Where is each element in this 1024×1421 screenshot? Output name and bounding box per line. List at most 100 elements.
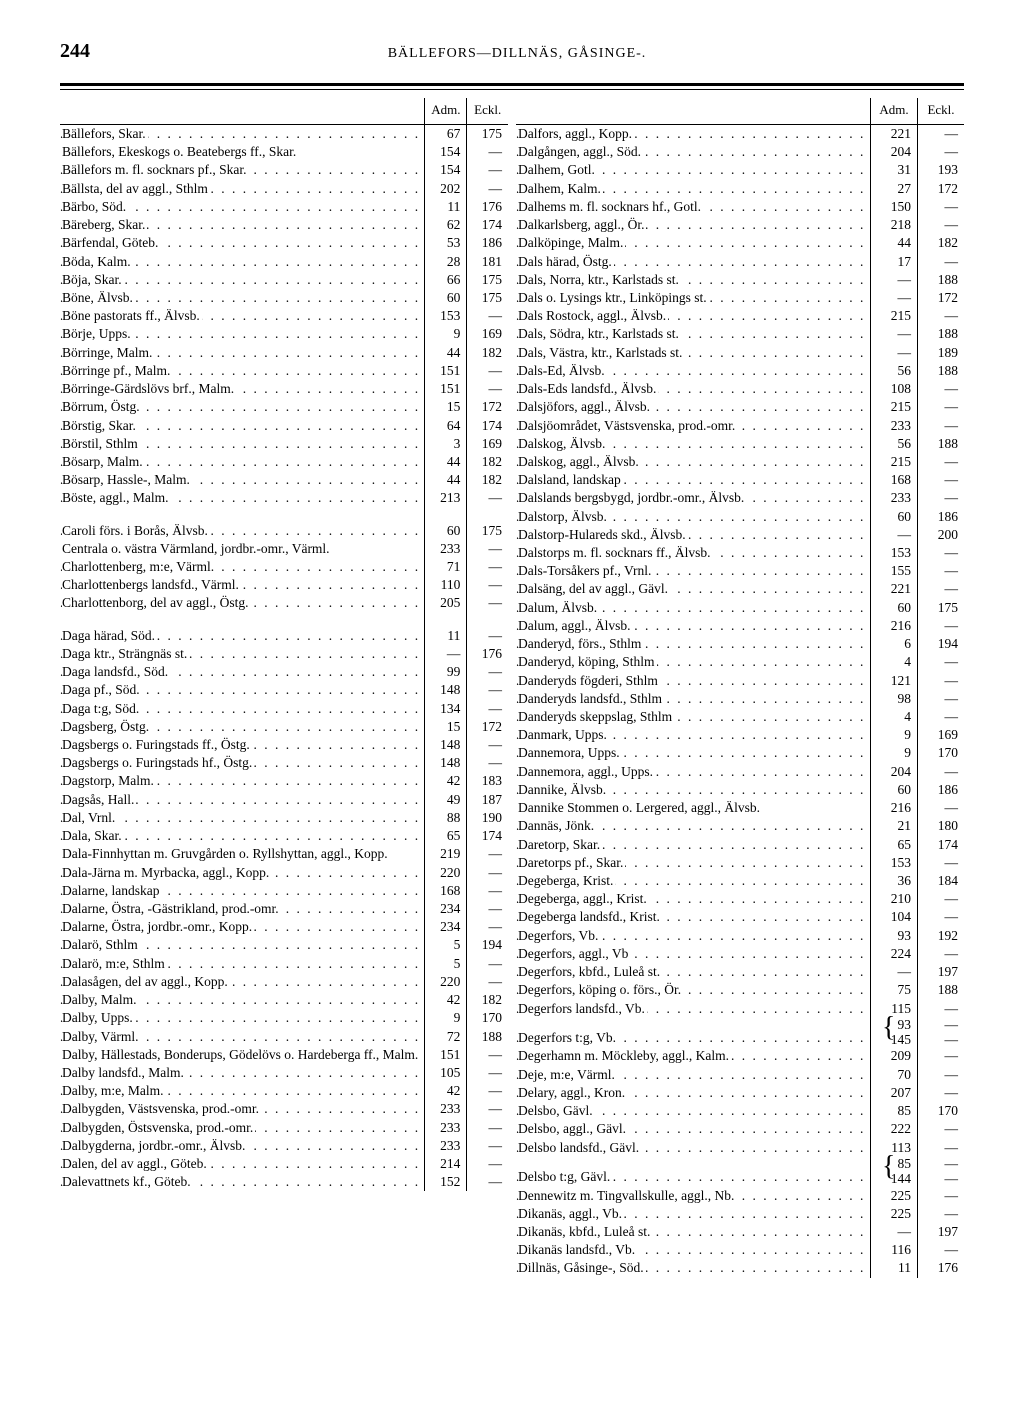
table-row: Dalstorp, Älvsb.60186: [516, 508, 964, 526]
table-row: Dalevattnets kf., Göteb.152—: [60, 1173, 508, 1191]
index-columns: Adm. Eckl. Bällefors, Skar.67175Bällefor…: [60, 98, 964, 1278]
entry-name: Dalasågen, del av aggl., Kopp.: [60, 973, 425, 991]
table-row: Delsbo, aggl., Gävl.222—: [516, 1120, 964, 1138]
entry-adm: 71: [425, 558, 467, 576]
entry-adm: 42: [425, 991, 467, 1009]
table-row: Dagsås, Hall.49187: [60, 791, 508, 809]
table-row: Böja, Skar.66175: [60, 271, 508, 289]
right-column: Adm. Eckl. Dalfors, aggl., Kopp.221—Dalg…: [516, 98, 964, 1278]
entry-eckl: —: [467, 161, 508, 179]
table-row: Dalby landsfd., Malm.105—: [60, 1064, 508, 1082]
entry-adm: 225: [871, 1205, 918, 1223]
table-row: Daga pf., Söd.148—: [60, 681, 508, 699]
table-row: Dalhem, Kalm.27172: [516, 180, 964, 198]
entry-eckl: 169: [467, 435, 508, 453]
entry-eckl: 170: [918, 744, 965, 762]
entry-eckl: —: [918, 307, 965, 325]
entry-name: Delary, aggl., Kron.: [516, 1084, 871, 1102]
entry-eckl: —: [467, 1046, 508, 1064]
entry-eckl: —: [467, 1064, 508, 1082]
entry-name: Charlottenborg, del av aggl., Östg.: [60, 594, 425, 612]
table-row: Dagsbergs o. Furingstads ff., Östg.148—: [60, 736, 508, 754]
entry-adm: 234: [425, 918, 467, 936]
entry-eckl: 175: [467, 125, 508, 144]
page-number: 244: [60, 40, 90, 63]
table-row: Dagsbergs o. Furingstads hf., Östg.148—: [60, 754, 508, 772]
entry-adm: —: [871, 271, 918, 289]
entry-eckl: 186: [918, 781, 965, 799]
entry-adm: 233: [871, 417, 918, 435]
entry-name: Dagsberg, Östg.: [60, 718, 425, 736]
entry-eckl: —: [918, 1187, 965, 1205]
entry-name: Dalby landsfd., Malm.: [60, 1064, 425, 1082]
entry-eckl: 188: [918, 435, 965, 453]
entry-eckl: —: [467, 1155, 508, 1173]
entry-name: Degerfors landsfd., Vb.: [516, 1000, 871, 1018]
entry-name: Degeberga, Krist.: [516, 872, 871, 890]
entry-name: Daga landsfd., Söd.: [60, 663, 425, 681]
entry-name: Dalstorps m. fl. socknars ff., Älvsb.: [516, 544, 871, 562]
entry-eckl: —: [918, 1139, 965, 1157]
entry-name: Börrum, Östg.: [60, 398, 425, 416]
entry-name: Dalarö, Sthlm: [60, 936, 425, 954]
table-row: Dalsjöområdet, Västsvenska, prod.-omr.23…: [516, 417, 964, 435]
entry-adm: —: [871, 344, 918, 362]
entry-name: Dalfors, aggl., Kopp.: [516, 125, 871, 144]
entry-eckl: —: [918, 890, 965, 908]
table-row: Degerfors landsfd., Vb.115—: [516, 1000, 964, 1018]
entry-eckl: —: [918, 1205, 965, 1223]
table-row: Degeberga landsfd., Krist.104—: [516, 908, 964, 926]
entry-adm: 4: [871, 653, 918, 671]
entry-eckl: —: [918, 489, 965, 507]
entry-name: Dagsås, Hall.: [60, 791, 425, 809]
entry-eckl: —: [918, 653, 965, 671]
entry-name: Dala, Skar.: [60, 827, 425, 845]
entry-name: Dannemora, Upps.: [516, 744, 871, 762]
entry-eckl: 176: [467, 645, 508, 663]
entry-name: Dennewitz m. Tingvallskulle, aggl., Nb.: [516, 1187, 871, 1205]
table-row: Dalby, Hällestads, Bonderups, Gödelövs o…: [60, 1046, 508, 1064]
entry-eckl: 188: [918, 362, 965, 380]
entry-adm: 233: [871, 489, 918, 507]
entry-eckl: 182: [467, 471, 508, 489]
entry-name: Danderyds landsfd., Sthlm: [516, 690, 871, 708]
table-row: Dalfors, aggl., Kopp.221—: [516, 125, 964, 144]
entry-eckl: —: [467, 558, 508, 576]
entry-adm: 222: [871, 1120, 918, 1138]
entry-adm: 4: [871, 708, 918, 726]
entry-name: Degerhamn m. Möckleby, aggl., Kalm.: [516, 1047, 871, 1065]
entry-name: Dannike, Älvsb.: [516, 781, 871, 799]
entry-name: Dala-Järna m. Myrbacka, aggl., Kopp.: [60, 864, 425, 882]
table-row: Dalum, aggl., Älvsb.216—: [516, 617, 964, 635]
entry-adm: 75: [871, 981, 918, 999]
entry-adm: 168: [425, 882, 467, 900]
table-row: Delsbo landsfd., Gävl.113—: [516, 1139, 964, 1157]
entry-eckl: —: [918, 799, 965, 817]
entry-adm: 11: [425, 198, 467, 216]
entry-adm: 15: [425, 718, 467, 736]
entry-name: Dalslands bergsbygd, jordbr.-omr., Älvsb…: [516, 489, 871, 507]
entry-name: Delsbo, Gävl.: [516, 1102, 871, 1120]
entry-adm: 3: [425, 435, 467, 453]
entry-eckl: 190: [467, 809, 508, 827]
table-row: Dalum, Älvsb.60175: [516, 599, 964, 617]
table-row: Dalarö, m:e, Sthlm5—: [60, 955, 508, 973]
entry-eckl: —: [918, 1047, 965, 1065]
entry-eckl: 186: [467, 234, 508, 252]
table-row: Dalsland, landskap168—: [516, 471, 964, 489]
entry-eckl: —: [918, 380, 965, 398]
table-row: Börrum, Östg.15172: [60, 398, 508, 416]
table-row: Dalby, m:e, Malm.42—: [60, 1082, 508, 1100]
table-row: Daretorp, Skar.65174: [516, 836, 964, 854]
entry-name: Deje, m:e, Värml.: [516, 1066, 871, 1084]
entry-eckl: 182: [918, 234, 965, 252]
entry-eckl: —: [918, 690, 965, 708]
entry-name: Dals-Eds landsfd., Älvsb.: [516, 380, 871, 398]
entry-eckl: ——: [918, 1157, 965, 1187]
entry-adm: 213: [425, 489, 467, 507]
entry-eckl: —: [918, 1066, 965, 1084]
table-row: Dalby, Upps.9170: [60, 1009, 508, 1027]
entry-eckl: 172: [467, 398, 508, 416]
entry-eckl: 188: [918, 981, 965, 999]
entry-adm: 233: [425, 540, 467, 558]
